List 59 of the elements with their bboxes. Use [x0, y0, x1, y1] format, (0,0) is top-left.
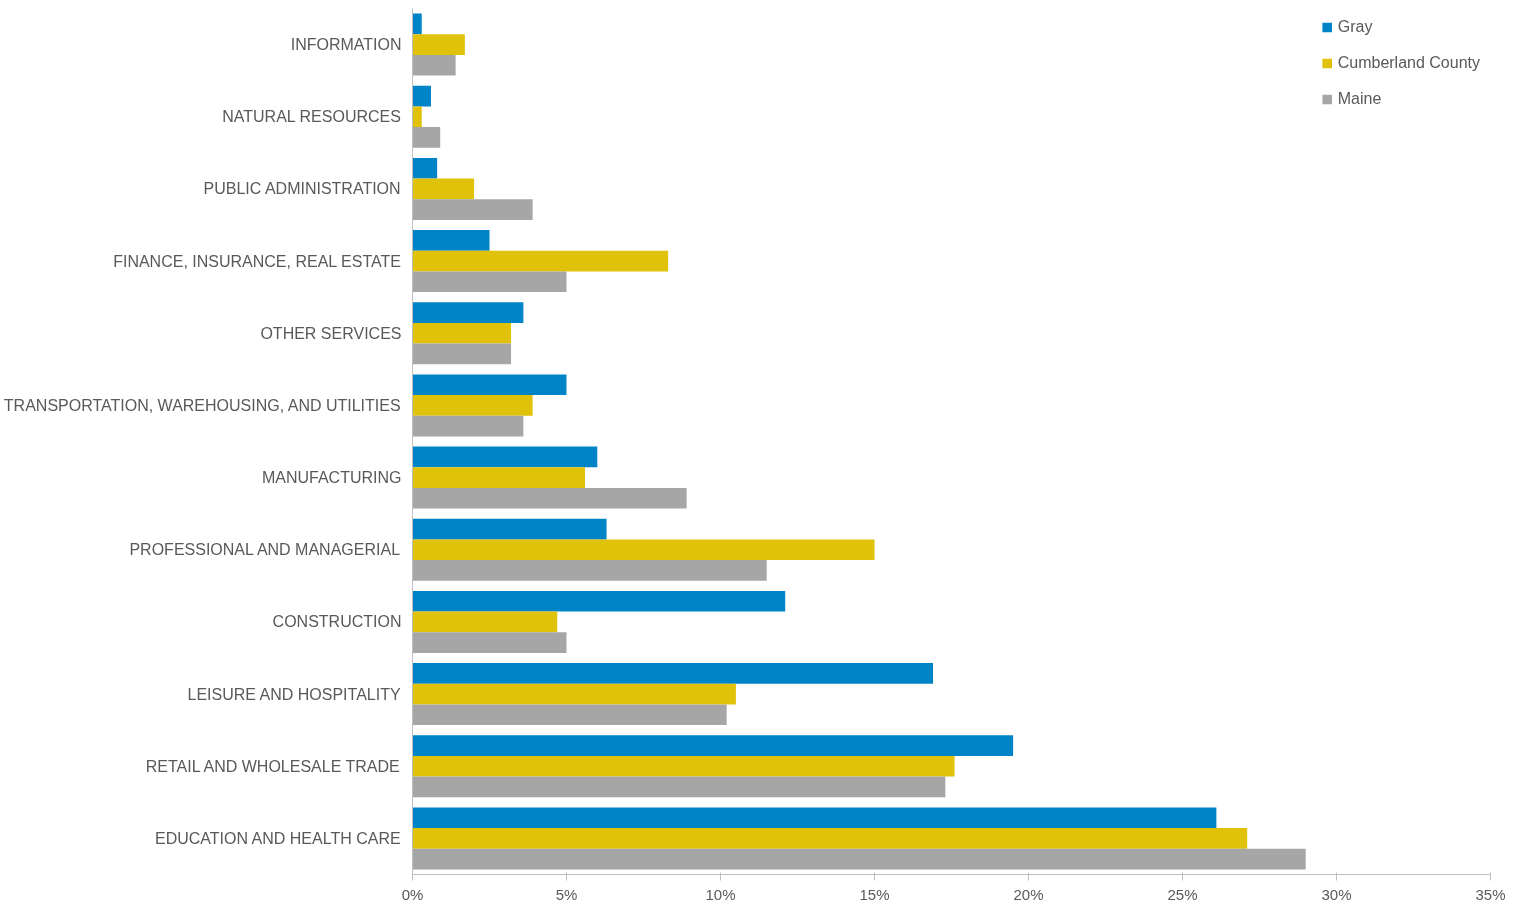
y-tick-label: INFORMATION [290, 36, 402, 54]
bar [412, 127, 441, 148]
bar [412, 343, 512, 365]
y-tick-label: TRANSPORTATION, WAREHOUSING, AND UTILITIES [3, 396, 401, 414]
y-tick-label: FINANCE, INSURANCE, REAL ESTATE [113, 252, 401, 270]
x-tick-label: 35% [1475, 885, 1506, 903]
bar [412, 518, 607, 540]
bar [412, 663, 934, 684]
bar [412, 467, 585, 488]
bar [412, 683, 736, 705]
bar [412, 178, 475, 200]
y-tick-label: MANUFACTURING [261, 469, 402, 487]
y-tick-label: RETAIL AND WHOLESALE TRADE [145, 757, 400, 775]
bar [412, 199, 533, 220]
x-tick-label: 10% [705, 885, 736, 903]
legend-label: Gray [1337, 18, 1373, 36]
bar [412, 271, 567, 293]
bar [412, 848, 1306, 870]
bar [412, 735, 1014, 756]
x-tick-label: 15% [859, 885, 890, 903]
x-tick-label: 20% [1013, 885, 1044, 903]
bar [412, 395, 533, 416]
bar [412, 415, 524, 437]
bar [412, 611, 558, 633]
bar [412, 13, 422, 35]
bar [412, 446, 598, 468]
bar [412, 85, 431, 107]
bar [412, 106, 422, 128]
bar [412, 487, 687, 509]
y-tick-label: NATURAL RESOURCES [222, 108, 401, 126]
y-tick-label: EDUCATION AND HEALTH CARE [154, 829, 401, 847]
bar [412, 590, 786, 612]
x-tick-label: 5% [555, 885, 578, 903]
bar [412, 302, 524, 323]
bar [412, 632, 567, 653]
bar [412, 157, 438, 179]
bar [412, 250, 669, 272]
y-tick-label: CONSTRUCTION [272, 613, 402, 631]
bar [412, 755, 955, 777]
bar [412, 322, 512, 344]
legend-label: Cumberland County [1337, 54, 1480, 72]
y-tick-label: LEISURE AND HOSPITALITY [187, 685, 401, 703]
bar [412, 54, 456, 76]
bar [412, 539, 875, 561]
y-tick-label: PUBLIC ADMINISTRATION [203, 180, 401, 198]
x-tick-label: 0% [401, 885, 424, 903]
bar [412, 374, 567, 396]
legend-label: Maine [1337, 90, 1382, 108]
bar [412, 230, 490, 251]
x-tick-label: 25% [1167, 885, 1198, 903]
bar [412, 34, 465, 55]
bar [412, 560, 767, 581]
bar [412, 704, 727, 726]
y-tick-label: PROFESSIONAL AND MANAGERIAL [129, 541, 401, 559]
y-tick-label: OTHER SERVICES [260, 324, 402, 342]
x-tick-label: 30% [1321, 885, 1352, 903]
bar [412, 776, 946, 798]
bar [412, 828, 1248, 849]
bar [412, 807, 1217, 829]
